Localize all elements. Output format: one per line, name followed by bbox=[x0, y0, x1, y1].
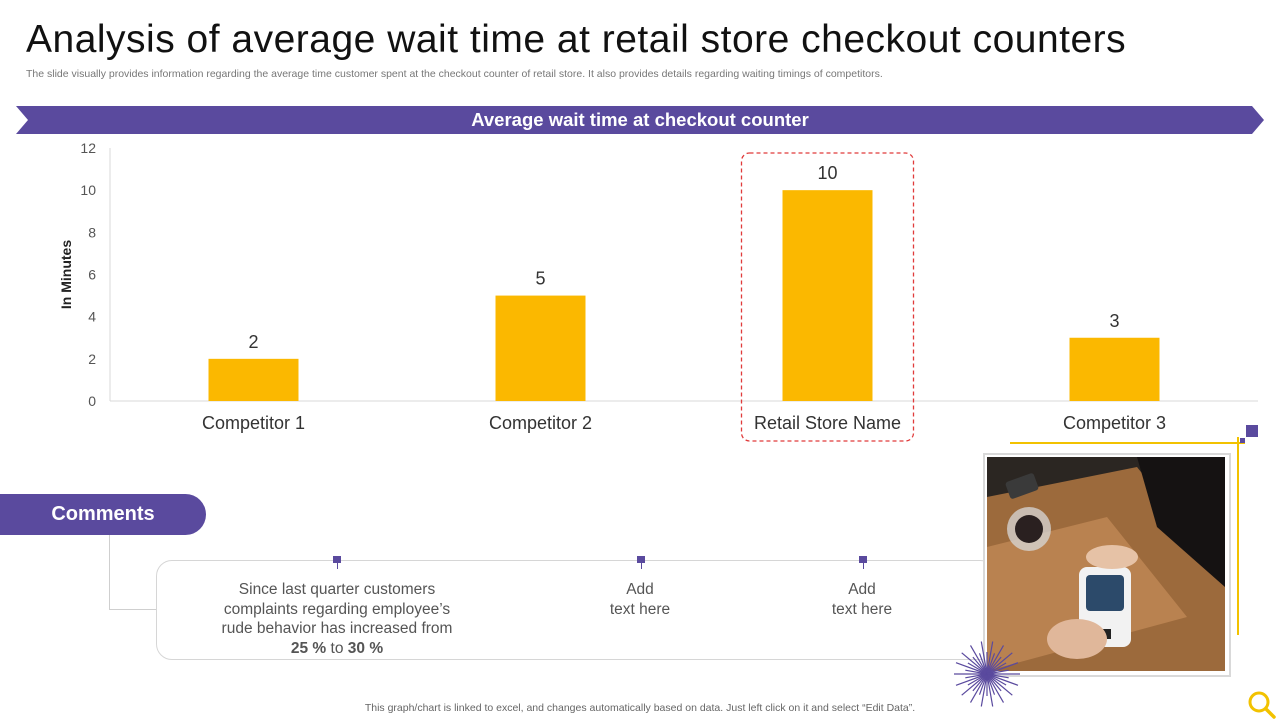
comment-3-line-1: Add bbox=[848, 581, 876, 598]
starburst-ray bbox=[986, 673, 1013, 696]
starburst-ray bbox=[986, 673, 1005, 703]
y-tick-label: 12 bbox=[80, 140, 96, 156]
comment-1-line-3: rude behavior has increased from bbox=[221, 620, 453, 637]
gold-accent-line-horizontal bbox=[1010, 442, 1245, 444]
starburst-ray bbox=[955, 662, 988, 675]
comment-2-line-1: Add bbox=[626, 581, 654, 598]
starburst-ray bbox=[961, 673, 988, 696]
starburst-ray bbox=[980, 641, 988, 675]
starburst-ray bbox=[986, 656, 1002, 675]
bar bbox=[782, 190, 873, 401]
y-tick-label: 0 bbox=[88, 393, 96, 409]
starburst-ray bbox=[967, 662, 988, 675]
starburst-ray bbox=[986, 641, 994, 675]
comment-1-line-2: complaints regarding employee’s bbox=[223, 600, 451, 618]
starburst-ray bbox=[965, 669, 988, 675]
starburst-ray bbox=[986, 673, 1019, 686]
comment-marker bbox=[859, 556, 867, 569]
y-axis-title: In Minutes bbox=[58, 240, 74, 309]
starburst-ray bbox=[961, 652, 988, 675]
page-title: Analysis of average wait time at retail … bbox=[26, 18, 1127, 61]
starburst-decoration bbox=[954, 641, 1020, 707]
gold-accent-line-vertical bbox=[1237, 437, 1239, 635]
starburst-ray bbox=[972, 656, 988, 675]
y-tick-label: 2 bbox=[88, 351, 96, 367]
starburst-ray bbox=[972, 673, 988, 692]
bar-value-label: 5 bbox=[535, 269, 545, 289]
x-tick-label: Competitor 2 bbox=[489, 413, 592, 433]
bar bbox=[495, 295, 586, 401]
comment-1-line-1: Since last quarter customers bbox=[238, 581, 436, 598]
comment-1[interactable]: Since last quarter customers complaints … bbox=[212, 580, 462, 658]
page-subtitle: The slide visually provides information … bbox=[26, 68, 883, 80]
x-tick-label: Retail Store Name bbox=[754, 413, 901, 433]
search-icon[interactable] bbox=[1245, 688, 1277, 720]
comments-heading: Comments bbox=[0, 494, 206, 535]
starburst-ray bbox=[986, 653, 996, 675]
comment-1-from-value: 25 % bbox=[290, 639, 327, 657]
y-tick-label: 8 bbox=[88, 224, 96, 240]
comments-connector bbox=[109, 535, 158, 610]
bar bbox=[1069, 337, 1160, 401]
comment-marker bbox=[637, 556, 645, 569]
bar bbox=[208, 358, 299, 401]
starburst-ray bbox=[986, 645, 1005, 675]
chart-banner-label: Average wait time at checkout counter bbox=[471, 109, 809, 130]
highlight-box bbox=[740, 152, 915, 442]
y-tick-label: 10 bbox=[80, 182, 96, 198]
starburst-ray bbox=[986, 669, 1009, 675]
starburst-ray bbox=[986, 673, 1009, 679]
bar-value-label: 10 bbox=[817, 163, 837, 183]
comment-2[interactable]: Add text here bbox=[580, 580, 700, 619]
starburst-ray bbox=[978, 673, 988, 695]
starburst-ray bbox=[969, 645, 988, 675]
comment-3[interactable]: Add text here bbox=[802, 580, 922, 619]
comments-box bbox=[156, 560, 996, 660]
starburst-ray bbox=[986, 662, 1007, 675]
starburst-ray bbox=[955, 673, 988, 686]
x-tick-label: Competitor 3 bbox=[1063, 413, 1166, 433]
comment-3-line-2: text here bbox=[831, 600, 893, 618]
decorative-square bbox=[1246, 425, 1258, 437]
starburst-ray bbox=[980, 673, 988, 707]
bar-chart[interactable]: 0 2 4 6 8 10 12 In Minutes 2 Competitor 1 5 Competi… bbox=[0, 134, 1280, 454]
comment-1-to-value: 30 % bbox=[347, 639, 384, 657]
starburst-ray bbox=[986, 673, 994, 707]
starburst-ray bbox=[986, 673, 996, 695]
x-tick-label: Competitor 1 bbox=[202, 413, 305, 433]
starburst-ray bbox=[986, 652, 1013, 675]
starburst-ray bbox=[986, 673, 1002, 692]
chart-banner bbox=[16, 106, 1264, 134]
comment-2-line-2: text here bbox=[609, 600, 671, 618]
starburst-ray bbox=[969, 673, 988, 703]
comment-1-connector-word: to bbox=[326, 639, 348, 657]
starburst-ray bbox=[965, 673, 988, 679]
footer-note: This graph/chart is linked to excel, and… bbox=[364, 702, 916, 714]
starburst-ray bbox=[967, 673, 988, 686]
starburst-ray bbox=[978, 653, 988, 675]
y-tick-label: 6 bbox=[88, 267, 96, 283]
bar-value-label: 2 bbox=[248, 332, 258, 352]
decorative-square-small bbox=[1240, 438, 1245, 443]
y-tick-label: 4 bbox=[88, 309, 96, 325]
starburst-ray bbox=[986, 673, 1007, 686]
card-payment-photo bbox=[987, 457, 1225, 671]
bar-value-label: 3 bbox=[1109, 311, 1119, 331]
comment-marker bbox=[333, 556, 341, 569]
comment-1-line-4: 25 % to 30 % bbox=[212, 639, 462, 659]
starburst-ray bbox=[986, 662, 1019, 675]
